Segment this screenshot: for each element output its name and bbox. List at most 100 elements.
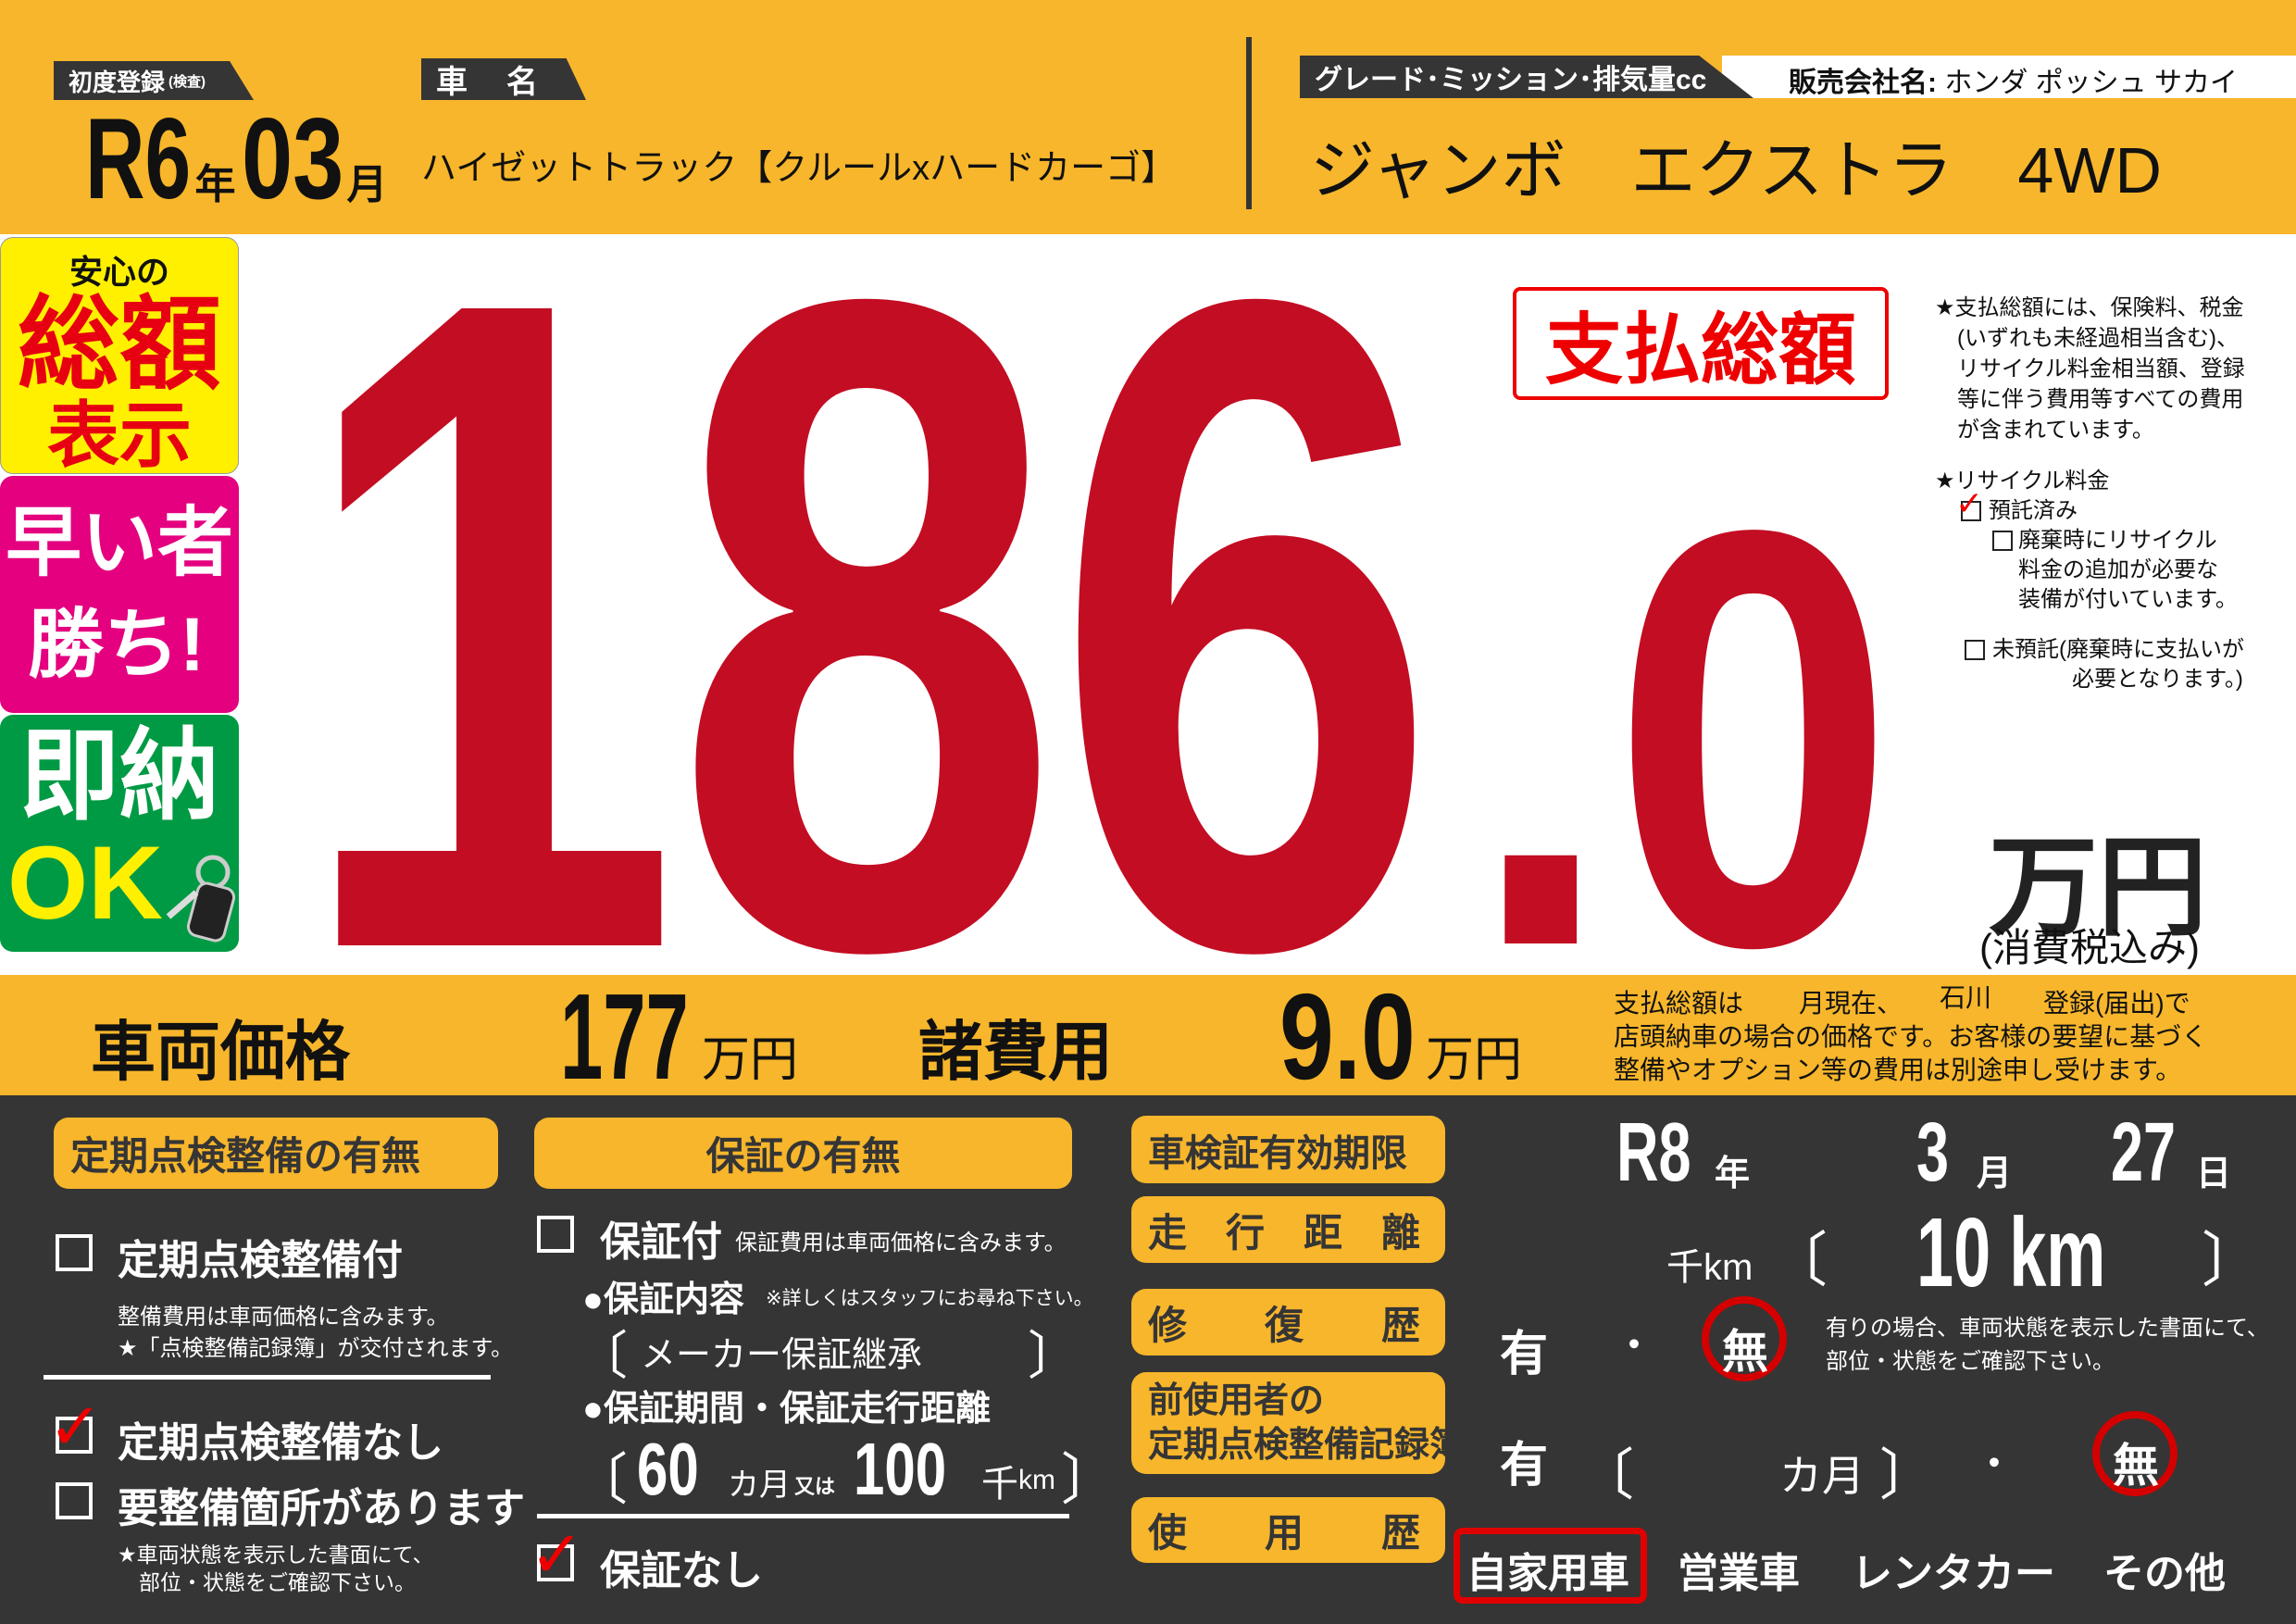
year-unit: 年 [1715, 1155, 1751, 1193]
price-disclaimer: 支払総額は 月現在、 石川 登録(届出)で 店頭納車の場合の価格です。お客様の要望に基… [1614, 983, 2208, 1087]
inspection-without-checkbox[interactable] [56, 1417, 93, 1454]
repair-history-label: 修 復 歴 [1131, 1289, 1445, 1355]
inspection-expiry-label: 車検証有効期限 [1131, 1116, 1445, 1183]
selected-circle [2092, 1411, 2177, 1496]
disclaimer-text: 店頭納車の場合の価格です。お客様の要望に基づく [1614, 1022, 2208, 1051]
inspection-with-note: 整備費用は車両価格に含みます。 [118, 1305, 449, 1330]
total-price-integer: 186 [294, 107, 1439, 1142]
header-divider [1246, 37, 1252, 209]
immediate-delivery-badge: 即納 OK [0, 715, 239, 952]
expiry-year-value: R8 [1616, 1106, 1691, 1199]
note-line: 等に伴う費用等すべての費用 [1957, 387, 2244, 412]
month-unit: 月 [346, 162, 388, 207]
checkbox[interactable] [1992, 531, 2013, 551]
warranty-months-value: 60 [637, 1428, 699, 1510]
label-line: 前使用者の [1148, 1381, 1325, 1420]
mileage-unit-alt: 千km [1666, 1247, 1753, 1288]
first-come-badge: 早い者 勝ち! [0, 476, 239, 713]
usage-history-label: 使 用 歴 [1131, 1497, 1445, 1563]
dealer-info: 販売会社名: ホンダ ポッシュ サカイ [1789, 59, 2238, 100]
option-label: 必要となります。) [2072, 667, 2243, 692]
selected-circle [1702, 1296, 1787, 1381]
inspection-title: 定期点検整備の有無 [54, 1118, 498, 1189]
price-breakdown-band [0, 975, 2296, 1095]
vehicle-price-unit: 万円 [702, 1033, 799, 1087]
bracket-close: 〕 [1879, 1444, 1935, 1506]
recycle-not-option[interactable]: 未預託(廃棄時に支払いが [1935, 635, 2244, 665]
label-line: 定期点検整備記録簿 [1148, 1426, 1466, 1465]
bracket-open: 〔 [572, 1449, 628, 1511]
repair-yes[interactable]: 有 [1500, 1328, 1549, 1381]
badge-line2: OK [7, 825, 163, 941]
inspection-needs-checkbox[interactable] [56, 1482, 93, 1519]
inspection-needs-note: ★車両状態を表示した書面にて、 [118, 1543, 434, 1567]
recycle-deposited-option[interactable]: ✓ 預託済み [1935, 487, 2244, 526]
recycle-section: ★リサイクル料金 ✓ 預託済み 廃棄時にリサイクル 料金の追加が必要な 装備が付い… [1935, 467, 2244, 694]
note-line: リサイクル料金相当額、登録 [1957, 356, 2245, 381]
usage-option-commercial[interactable]: 営業車 [1678, 1551, 1800, 1596]
car-name-tag: 車 名 [421, 58, 586, 100]
price-unit: 万円 [1989, 827, 2208, 949]
first-registration-sub: (検査) [168, 73, 206, 90]
total-price-label: 支払総額 [1513, 287, 1889, 400]
prefecture: 石川 [1940, 983, 1992, 1012]
vehicle-price-label: 車両価格 [91, 1016, 350, 1088]
first-reg-month: 03 [241, 95, 343, 223]
day-unit: 日 [2196, 1155, 2232, 1193]
dealer-strip [1722, 56, 2296, 98]
warranty-distance: 100 [854, 1430, 977, 1508]
expiry-day-value: 27 [2111, 1106, 2177, 1199]
prev-record-months-unit: カ月 [1779, 1452, 1865, 1500]
option-label: 装備が付いています。 [2018, 587, 2238, 612]
car-name: ハイゼットトラック【クルールxハードカーゴ】 [421, 149, 1177, 188]
warranty-months-unit: カ月 [728, 1468, 791, 1503]
note-line: (いずれも未経過相当含む)、 [1957, 326, 2239, 351]
prev-record-no[interactable]: 無 [2113, 1440, 2159, 1492]
check-mark-icon: ✓ [1955, 484, 1984, 522]
prev-record-yes[interactable]: 有 [1500, 1439, 1549, 1493]
total-price: 186.0 [294, 0, 1924, 1088]
option-label: 未預託(廃棄時に支払いが [1992, 637, 2244, 662]
grade: ジャンボ エクストラ 4WD [1310, 134, 2162, 206]
warranty-none-checkbox[interactable] [537, 1544, 574, 1581]
separator-dot: ・ [1976, 1443, 2013, 1484]
checkbox[interactable] [1961, 501, 1981, 521]
inspection-without-label: 定期点検整備なし [118, 1420, 443, 1466]
bracket-close: 〕 [1061, 1449, 1117, 1511]
selected-box [1454, 1528, 1647, 1604]
repair-no[interactable]: 無 [1722, 1326, 1768, 1378]
badge-bottom-text: 表示 [46, 394, 192, 474]
fees-value: 9.0 [1279, 968, 1416, 1105]
badge-line1: 即納 [19, 719, 219, 831]
dealer-name: ホンダ ポッシュ サカイ [1944, 68, 2239, 98]
bracket-close: 〕 [1028, 1327, 1079, 1385]
note-line: ★支払総額には、保険料、税金 [1935, 295, 2244, 320]
inspection-needs-label: 要整備箇所があります [118, 1486, 525, 1531]
grade-tag: グレード･ミッション･排気量cc [1300, 56, 1753, 98]
warranty-distance-unit-km: km [1018, 1465, 1055, 1495]
usage-option-other[interactable]: その他 [2103, 1551, 2226, 1596]
checkbox[interactable] [1965, 640, 1985, 660]
repair-note: 部位・状態をご確認下さい。 [1826, 1349, 2115, 1374]
check-mark-icon: ✓ [530, 1518, 584, 1591]
warranty-none-label: 保証なし [600, 1548, 763, 1593]
expiry-month: 3 [1916, 1111, 1963, 1194]
separator-dot: ・ [1616, 1325, 1653, 1366]
inspection-with-checkbox[interactable] [56, 1234, 93, 1271]
divider [537, 1514, 1069, 1518]
total-price-decimal: .0 [1470, 407, 1896, 1069]
bracket-open: 〔 [576, 1327, 628, 1385]
vehicle-price-value: 177 [560, 968, 689, 1105]
usage-option-rental[interactable]: レンタカー [1852, 1551, 2055, 1596]
option-label: 料金の追加が必要な [2018, 557, 2218, 582]
warranty-with-label: 保証付 [600, 1219, 722, 1265]
warranty-distance-unit: 千 [981, 1464, 1018, 1505]
badge-line2: 勝ち! [28, 603, 206, 687]
recycle-extra-option[interactable]: 廃棄時にリサイクル [1935, 526, 2244, 556]
expiry-year: R8 [1616, 1111, 1723, 1194]
option-label: 預託済み [1989, 498, 2078, 523]
warranty-content: メーカー保証継承 [641, 1336, 923, 1375]
expiry-month-value: 3 [1916, 1106, 1950, 1199]
usage-option-private[interactable]: 自家用車 [1466, 1551, 1629, 1596]
warranty-with-checkbox[interactable] [537, 1216, 574, 1253]
